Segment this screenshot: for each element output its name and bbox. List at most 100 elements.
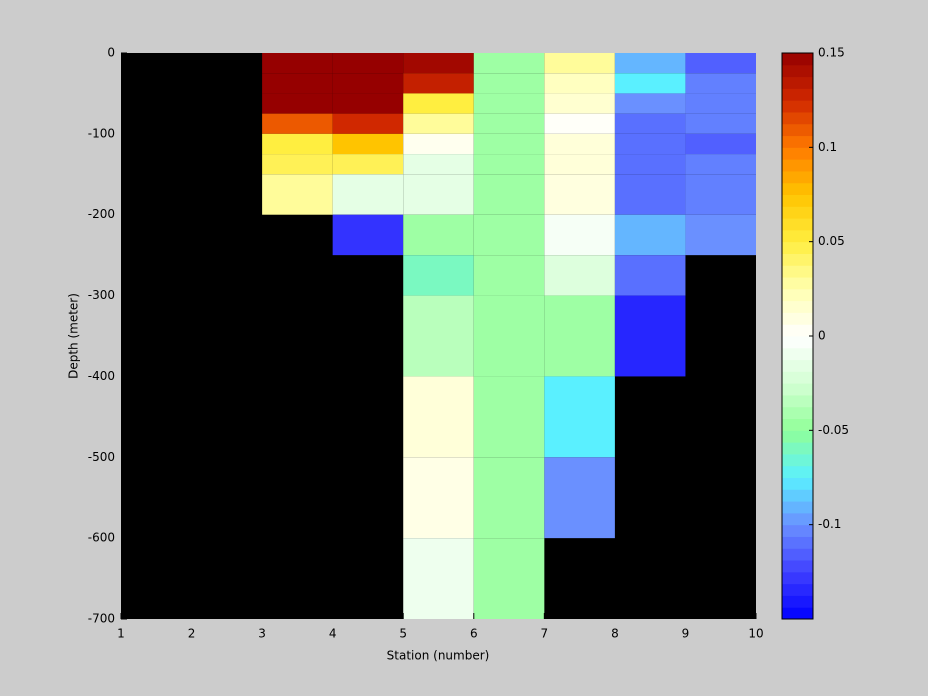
colorbar-swatch	[782, 583, 813, 596]
heatmap-cell	[544, 255, 615, 296]
heatmap-cell	[403, 154, 474, 175]
heatmap-cell	[403, 376, 474, 458]
heatmap-cell	[262, 133, 333, 155]
heatmap-cell	[685, 133, 756, 155]
x-tick-label: 2	[188, 627, 196, 641]
colorbar-swatch	[782, 548, 813, 561]
heatmap-cell	[685, 93, 756, 114]
y-tick-label: -600	[88, 531, 115, 545]
colorbar-swatch	[782, 477, 813, 490]
heatmap-cell	[332, 154, 404, 175]
heatmap-cell	[544, 113, 615, 134]
colorbar-swatch	[782, 76, 813, 89]
heatmap-cell	[544, 154, 615, 175]
heatmap-cell	[473, 538, 545, 619]
heatmap-cell	[262, 93, 333, 114]
heatmap-cell	[614, 154, 686, 175]
y-tick-label: 0	[107, 46, 115, 60]
colorbar-swatch	[782, 312, 813, 325]
heatmap-cell	[544, 457, 615, 539]
heatmap-cell	[685, 113, 756, 134]
colorbar-swatch	[782, 359, 813, 372]
heatmap-cell	[403, 113, 474, 134]
heatmap-cell	[403, 214, 474, 256]
heatmap-cell	[403, 93, 474, 114]
x-tick-label: 10	[748, 627, 763, 641]
heatmap-cell	[544, 133, 615, 155]
heatmap-cell	[614, 133, 686, 155]
colorbar-swatch	[782, 347, 813, 361]
heatmap-cell	[403, 174, 474, 215]
colorbar-swatch	[782, 218, 813, 231]
colorbar-swatch	[782, 394, 813, 408]
heatmap-cell	[262, 53, 333, 74]
heatmap-cell	[262, 73, 333, 94]
heatmap-cell	[614, 295, 686, 377]
y-tick-label: -300	[88, 288, 115, 302]
heatmap-cell	[544, 53, 615, 74]
heatmap-cell	[332, 73, 404, 94]
heatmap-cell	[403, 73, 474, 94]
colorbar-swatch	[782, 501, 813, 514]
heatmap-cell	[614, 113, 686, 134]
heatmap-cell	[473, 133, 545, 155]
heatmap-cell	[332, 133, 404, 155]
heatmap-cell	[332, 53, 404, 74]
colorbar-swatch	[782, 194, 813, 207]
colorbar-swatch	[782, 241, 813, 254]
colorbar-swatch	[782, 182, 813, 195]
heatmap-cell	[473, 295, 545, 377]
heatmap-cell	[473, 214, 545, 256]
heatmap-cell	[544, 93, 615, 114]
heatmap-cell	[473, 457, 545, 539]
colorbar-swatch	[782, 607, 813, 620]
x-tick-label: 3	[258, 627, 266, 641]
y-tick-label: -100	[88, 126, 115, 140]
colorbar-swatch	[782, 88, 813, 101]
colorbar-swatch	[782, 229, 813, 243]
colorbar-swatch	[782, 453, 813, 467]
heatmap-cell	[262, 174, 333, 215]
colorbar-swatch	[782, 324, 813, 337]
colorbar-swatch	[782, 560, 813, 573]
colorbar-swatch	[782, 536, 813, 549]
heatmap-cell	[473, 73, 545, 94]
colorbar-swatch	[782, 571, 813, 585]
colorbar-tick-label: 0	[818, 329, 826, 343]
colorbar-swatch	[782, 512, 813, 526]
colorbar-swatch	[782, 123, 813, 137]
colorbar-swatch	[782, 206, 813, 219]
heatmap-cell	[685, 53, 756, 74]
colorbar-tick-label: 0.05	[818, 234, 845, 248]
y-tick-label: -500	[88, 450, 115, 464]
heatmap-cell	[332, 93, 404, 114]
heatmap-cell	[473, 53, 545, 74]
colorbar-swatch	[782, 430, 813, 443]
heatmap-cell	[614, 214, 686, 256]
x-tick-label: 4	[329, 627, 337, 641]
heatmap-cell	[544, 295, 615, 377]
heatmap-cell	[403, 457, 474, 539]
heatmap-cell	[685, 154, 756, 175]
heatmap-cell	[262, 154, 333, 175]
colorbar-tick-label: -0.05	[818, 423, 849, 437]
colorbar-swatch	[782, 418, 813, 431]
heatmap-cell	[614, 93, 686, 114]
heatmap-cell	[403, 133, 474, 155]
colorbar-swatch	[782, 170, 813, 184]
colorbar-swatch	[782, 465, 813, 478]
colorbar-swatch	[782, 442, 813, 455]
heatmap-cell	[473, 174, 545, 215]
heatmap-cell	[614, 174, 686, 215]
heatmap-cell	[403, 53, 474, 74]
colorbar-swatch	[782, 524, 813, 537]
heatmap-cell	[614, 53, 686, 74]
heatmap-cell	[332, 174, 404, 215]
x-tick-label: 1	[117, 627, 125, 641]
heatmap-cell	[544, 214, 615, 256]
heatmap-cell	[473, 376, 545, 458]
colorbar-swatch	[782, 111, 813, 125]
y-axis-label: Depth (meter)	[67, 293, 81, 379]
heatmap-cell	[473, 93, 545, 114]
